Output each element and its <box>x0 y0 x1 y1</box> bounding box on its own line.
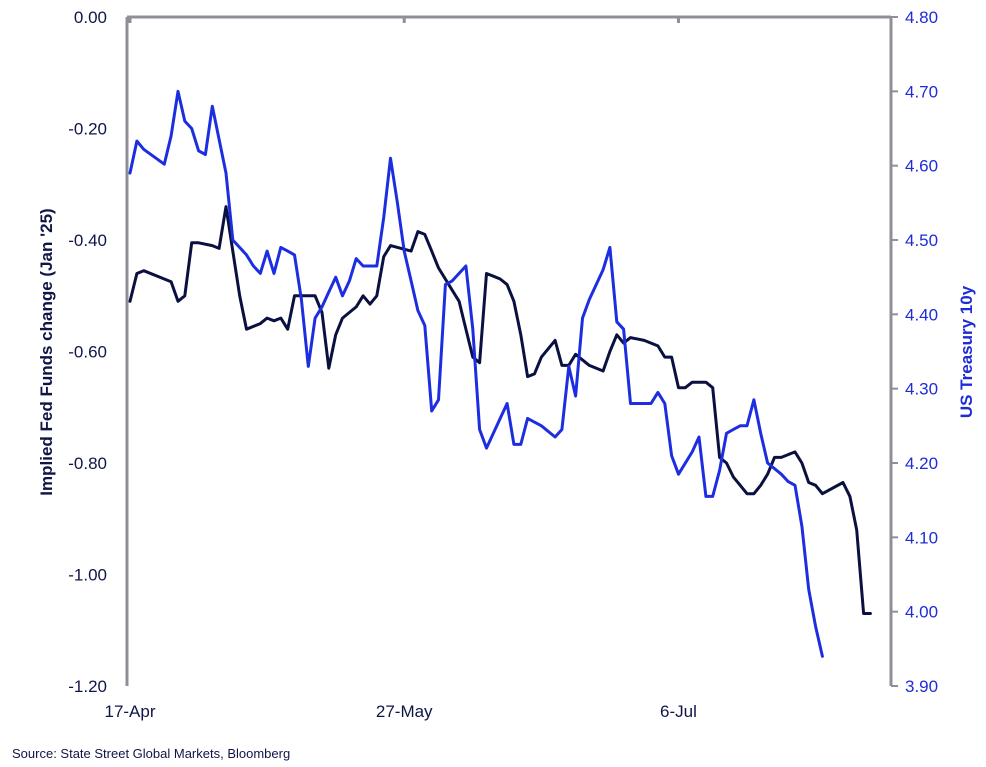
y-left-axis-title: Implied Fed Funds change (Jan '25) <box>37 208 56 495</box>
y-right-tick-label: 4.70 <box>905 82 938 101</box>
y-right-tick-label: 4.20 <box>905 454 938 473</box>
y-right-tick-label: 4.40 <box>905 305 938 324</box>
x-tick-label: 17-Apr <box>104 702 155 721</box>
y-right-tick-label: 4.50 <box>905 231 938 250</box>
y-left-tick-label: -1.00 <box>68 566 107 585</box>
y-right-tick-label: 4.60 <box>905 157 938 176</box>
y-right-tick-label: 4.30 <box>905 380 938 399</box>
y-right-tick-label: 3.90 <box>905 677 938 696</box>
series-line-treasury-10y <box>128 89 824 658</box>
series-line-fed-funds <box>128 205 872 615</box>
y-left-tick-label: -0.60 <box>68 343 107 362</box>
y-right-axis-title: US Treasury 10y <box>957 285 976 418</box>
y-left-tick-label: -0.20 <box>68 120 107 139</box>
y-right-tick-label: 4.10 <box>905 528 938 547</box>
source-note: Source: State Street Global Markets, Blo… <box>12 746 291 761</box>
y-left-tick-label: -1.20 <box>68 677 107 696</box>
y-right-tick-label: 4.80 <box>905 8 938 27</box>
y-left-tick-label: -0.80 <box>68 454 107 473</box>
y-left-tick-label: 0.00 <box>74 8 107 27</box>
chart: 0.00 -0.20 -0.40 -0.60 -0.80 -1.00 -1.20 4.80 4… <box>37 8 976 721</box>
y-left-tick-label: -0.40 <box>68 231 107 250</box>
x-tick-label: 6-Jul <box>660 702 697 721</box>
x-tick-label: 27-May <box>376 702 433 721</box>
y-right-tick-label: 4.00 <box>905 603 938 622</box>
